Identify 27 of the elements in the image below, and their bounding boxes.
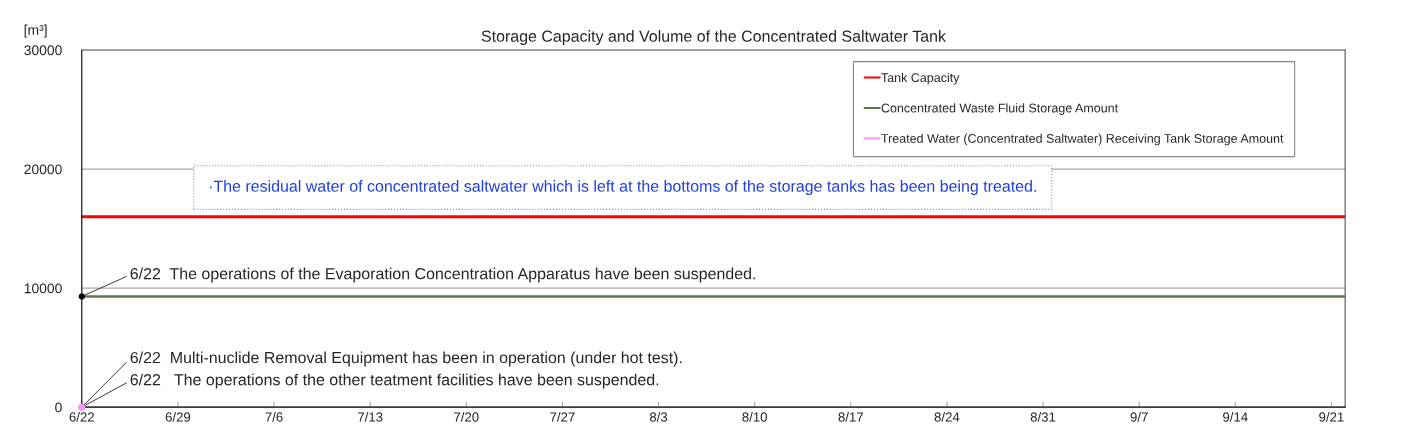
- x-tick-label: 7/20: [454, 412, 479, 422]
- annotation: 6/22 Multi-nuclide Removal Equipment has been in operation (under hot test).: [130, 351, 682, 367]
- x-tick-label: 9/21: [1319, 412, 1344, 422]
- y-tick-label: 0: [55, 402, 62, 413]
- y-tick-label: 30000: [24, 45, 62, 56]
- x-tick-label: 6/22: [69, 412, 94, 422]
- chart-title: Storage Capacity and Volume of the Concentrated Saltwater Tank: [481, 30, 946, 46]
- annotation: 6/22 The operations of the other teatment facilities have been suspended.: [130, 373, 659, 389]
- x-tick-label: 8/10: [742, 412, 767, 422]
- annotation: 6/22 The operations of the Evaporation Concentration Apparatus have been suspended.: [130, 267, 755, 283]
- legend-label: Treated Water (Concentrated Saltwater) Receiving Tank Storage Amount: [881, 133, 1284, 146]
- x-tick-label: 8/31: [1030, 412, 1056, 422]
- x-tick-label: 9/7: [1130, 412, 1148, 422]
- annotation: ·The residual water of concentrated saltwater which is left at the bottoms of the storage tanks has been being treated.: [210, 180, 1036, 195]
- x-tick-label: 6/29: [165, 412, 191, 422]
- legend-label: Tank Capacity: [881, 72, 960, 85]
- x-tick-label: 7/6: [265, 412, 283, 422]
- legend-label: Concentrated Waste Fluid Storage Amount: [881, 103, 1119, 115]
- x-tick-label: 7/27: [550, 412, 575, 422]
- x-tick-label: 8/3: [649, 412, 668, 422]
- x-tick-label: 8/17: [838, 412, 863, 422]
- y-axis-title: [m³]: [24, 24, 47, 38]
- x-tick-label: 9/14: [1223, 412, 1248, 422]
- x-tick-label: 7/13: [357, 412, 383, 422]
- x-tick-label: 8/24: [934, 412, 960, 422]
- y-tick-label: 10000: [24, 283, 62, 294]
- y-tick-label: 20000: [24, 164, 62, 175]
